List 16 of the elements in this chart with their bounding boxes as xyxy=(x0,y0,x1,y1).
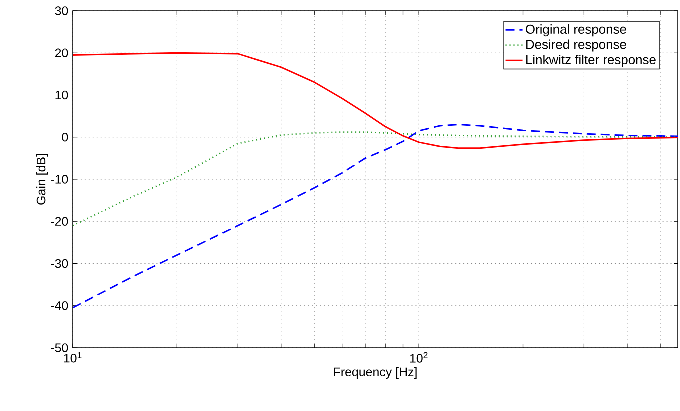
y-tick-label: 0 xyxy=(62,132,68,142)
legend-label: Original response xyxy=(526,24,626,37)
x-tick-label: 10$^{1}$ xyxy=(64,352,82,363)
y-tick-label: -10 xyxy=(51,175,68,184)
y-tick-label: -40 xyxy=(51,301,68,310)
y-tick-label: 10 xyxy=(56,90,68,100)
legend-label: Linkwitz filter response xyxy=(526,54,656,68)
y-axis-title: Gain [dB] xyxy=(36,154,48,205)
y-tick-label: 30 xyxy=(55,6,68,16)
y-tick-label: -20 xyxy=(51,217,68,226)
y-tick-label: 20 xyxy=(55,48,68,58)
y-tick-label: -50 xyxy=(51,344,68,352)
x-axis-title: Frequency [Hz] xyxy=(334,367,417,380)
y-tick-label: -30 xyxy=(51,259,68,268)
x-tick-label: 10$^{2}$ xyxy=(410,352,428,363)
legend-label: Desired response xyxy=(526,40,626,52)
